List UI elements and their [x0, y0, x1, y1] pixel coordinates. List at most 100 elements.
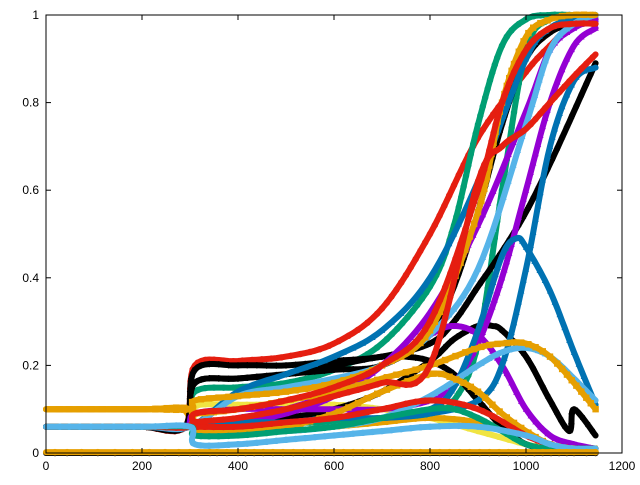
data-point	[340, 377, 347, 384]
data-point	[330, 353, 338, 360]
data-point	[554, 145, 561, 152]
data-point	[369, 448, 376, 456]
data-point	[457, 249, 464, 256]
data-point	[450, 230, 458, 237]
y-tick-label: 0.8	[22, 96, 39, 110]
data-point	[430, 370, 437, 377]
data-point	[210, 423, 217, 431]
data-point	[510, 69, 518, 76]
data-point	[479, 329, 486, 335]
data-point	[99, 406, 106, 413]
data-point	[180, 404, 188, 411]
data-point	[462, 227, 469, 235]
data-point	[478, 197, 485, 204]
data-point	[456, 448, 463, 456]
data-point	[441, 314, 449, 321]
data-point	[269, 448, 277, 456]
data-point	[542, 104, 549, 112]
data-point	[538, 437, 545, 445]
data-point	[527, 168, 534, 175]
data-point	[220, 384, 227, 391]
data-point	[51, 448, 59, 456]
data-point	[402, 400, 410, 407]
data-point	[526, 110, 533, 117]
data-point	[422, 334, 429, 341]
data-point	[201, 384, 209, 392]
data-point	[359, 429, 366, 437]
data-point	[402, 405, 410, 411]
data-point	[258, 421, 265, 429]
data-point	[316, 346, 323, 353]
data-point	[326, 412, 333, 419]
data-point	[568, 420, 575, 428]
data-point	[244, 392, 251, 399]
data-point	[573, 102, 580, 110]
data-point	[532, 418, 539, 425]
data-point	[63, 448, 71, 456]
data-point	[279, 448, 287, 456]
data-point	[268, 400, 275, 407]
data-point	[378, 327, 386, 333]
data-point	[417, 322, 424, 329]
data-point	[483, 174, 491, 181]
data-point	[335, 387, 342, 394]
data-point	[111, 448, 119, 456]
data-point	[364, 370, 371, 378]
data-point	[302, 426, 309, 433]
data-point	[525, 29, 532, 37]
data-point	[194, 409, 201, 417]
data-point	[570, 349, 578, 355]
data-point	[481, 185, 488, 193]
data-point	[495, 175, 502, 182]
data-point	[515, 20, 522, 28]
data-point	[478, 360, 485, 366]
data-point	[447, 293, 454, 300]
data-point	[188, 398, 196, 406]
data-point	[302, 380, 309, 387]
data-point	[503, 258, 510, 265]
data-point	[546, 99, 554, 106]
data-point	[462, 172, 470, 180]
data-point	[494, 289, 501, 296]
data-point	[563, 25, 571, 32]
data-series	[43, 448, 599, 456]
data-point	[491, 259, 498, 266]
data-point	[474, 121, 482, 128]
data-point	[244, 374, 251, 381]
data-point	[56, 423, 64, 430]
data-point	[436, 212, 443, 219]
data-point	[239, 423, 246, 430]
data-point	[534, 141, 542, 148]
data-point	[398, 279, 405, 286]
data-point	[455, 422, 462, 430]
data-point	[230, 384, 237, 391]
data-point	[316, 409, 323, 416]
data-point	[198, 362, 205, 369]
data-point	[495, 210, 502, 217]
data-point	[544, 393, 551, 400]
data-point	[488, 384, 495, 391]
data-point	[215, 361, 222, 368]
data-point	[539, 448, 546, 456]
data-point	[330, 362, 338, 369]
data-point	[248, 403, 256, 411]
data-point	[482, 94, 489, 101]
data-point	[205, 433, 213, 440]
data-point	[350, 420, 357, 427]
data-point	[258, 426, 265, 433]
data-point	[426, 410, 434, 417]
data-point	[287, 396, 294, 403]
data-point	[537, 19, 544, 27]
data-point	[268, 355, 275, 362]
data-point	[558, 365, 566, 373]
data-point	[330, 432, 338, 439]
data-point	[568, 410, 575, 418]
y-tick-label: 1	[32, 8, 39, 22]
data-point	[494, 340, 501, 348]
data-point	[470, 364, 478, 371]
data-point	[555, 448, 563, 456]
data-point	[311, 434, 318, 441]
data-point	[583, 60, 590, 67]
data-point	[335, 408, 342, 415]
data-point	[326, 342, 333, 349]
